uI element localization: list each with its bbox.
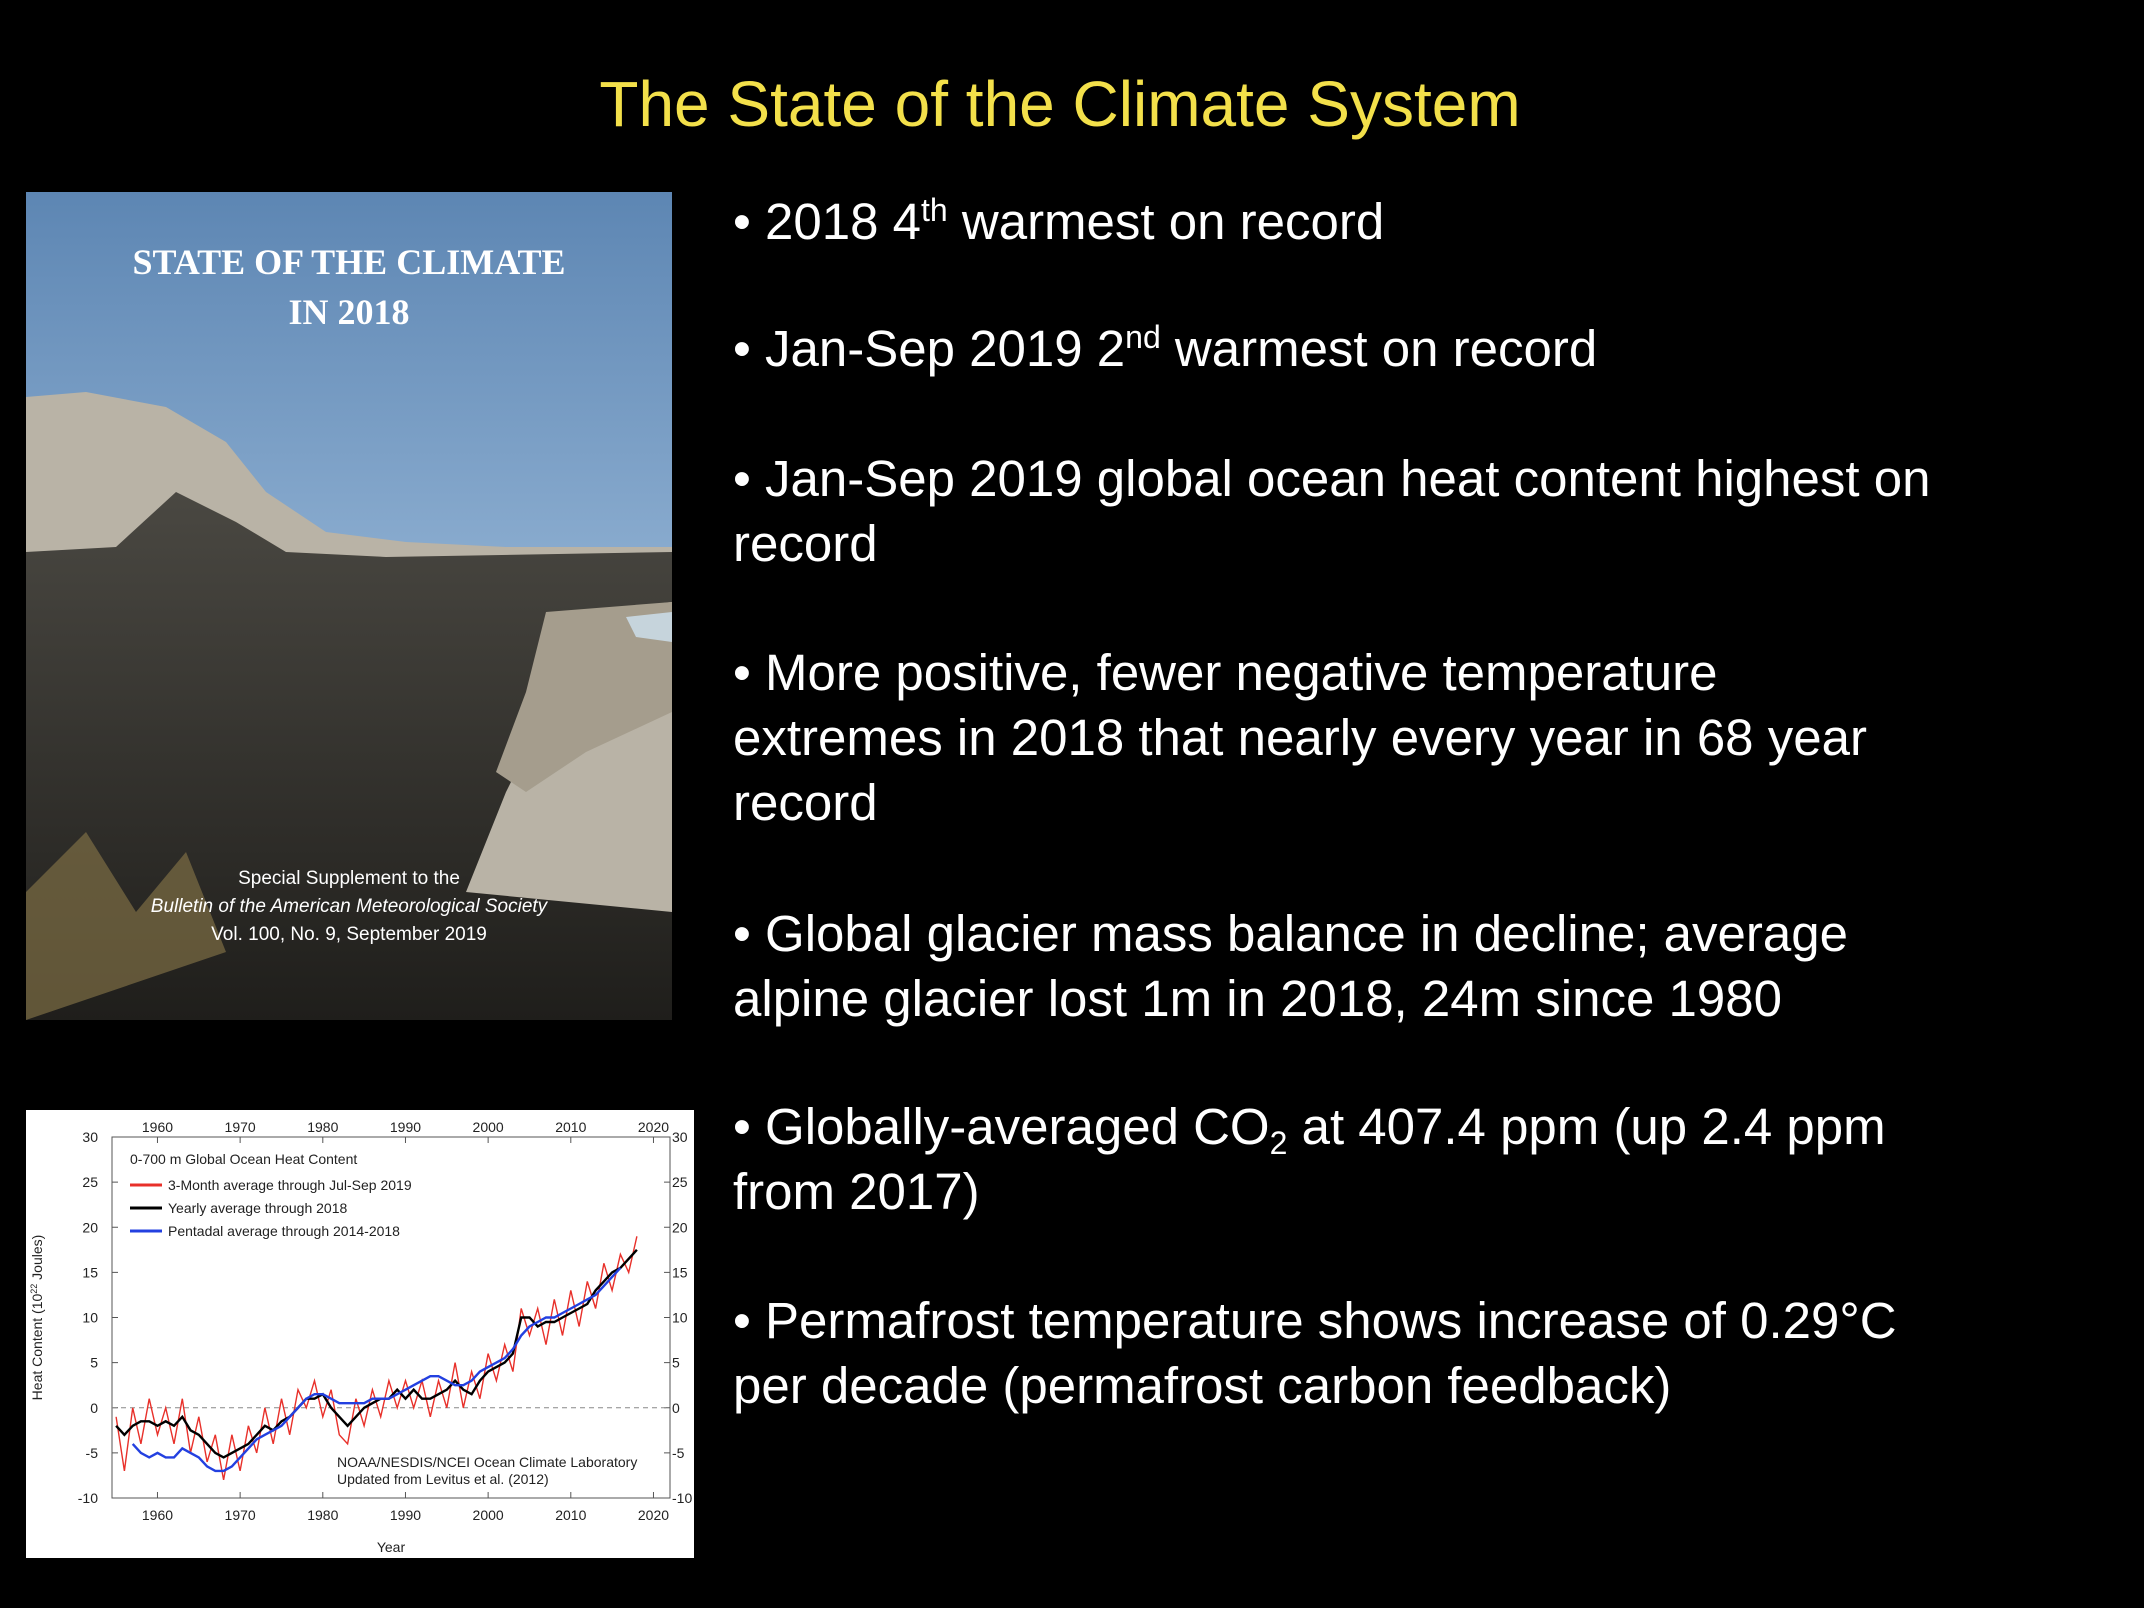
y-tick-label-right: 30 (672, 1129, 688, 1145)
y-tick-label: 30 (82, 1129, 98, 1145)
slide-title: The State of the Climate System (599, 68, 1520, 140)
x-tick-label: 1960 (142, 1507, 173, 1523)
bullet-line: • More positive, fewer negative temperat… (733, 644, 1718, 701)
cover-grass (26, 832, 226, 1020)
cover-footer: Bulletin of the American Meteorological … (151, 896, 549, 917)
x-tick-label: 1980 (307, 1507, 338, 1523)
y-tick-label-right: 15 (672, 1264, 688, 1280)
bullet-line: • Global glacier mass balance in decline… (733, 905, 1848, 962)
y-tick-label-right: -10 (672, 1490, 692, 1506)
bullet-text: warmest on record (1161, 320, 1598, 377)
bullet-text: alpine glacier lost 1m in 2018, 24m sinc… (733, 970, 1782, 1027)
y-tick-label: 15 (82, 1264, 98, 1280)
series-line (115, 1248, 638, 1459)
bullet-text: from 2017) (733, 1163, 980, 1220)
x-tick-label-top: 1980 (307, 1119, 338, 1135)
subscript: 2 (1270, 1125, 1288, 1161)
x-tick-label: 2000 (473, 1507, 504, 1523)
y-label-text: Heat Content (10 (29, 1294, 45, 1401)
cover-water (626, 612, 672, 642)
bullet-line: • Permafrost temperature shows increase … (733, 1292, 1897, 1349)
y-label-sup: 22 (29, 1284, 39, 1294)
x-axis-label: Year (377, 1539, 406, 1555)
bullet-text: • Permafrost temperature shows increase … (733, 1292, 1897, 1349)
cover-heading: IN 2018 (288, 292, 409, 332)
y-tick-label-right: 20 (672, 1219, 688, 1235)
cover-footer: Special Supplement to the (238, 868, 460, 889)
y-tick-label: 0 (90, 1400, 98, 1416)
x-tick-label: 1990 (390, 1507, 421, 1523)
chart-note: Updated from Levitus et al. (2012) (337, 1471, 549, 1487)
y-tick-label: -10 (78, 1490, 98, 1506)
y-tick-label: 20 (82, 1219, 98, 1235)
cover-footer: Vol. 100, No. 9, September 2019 (211, 924, 487, 945)
x-tick-label: 2010 (555, 1507, 586, 1523)
y-tick-label-right: 5 (672, 1355, 680, 1371)
y-label-text: Joules) (29, 1235, 45, 1284)
bullet-line: record (733, 774, 878, 831)
y-tick-label: 5 (90, 1355, 98, 1371)
bullet-line: from 2017) (733, 1163, 980, 1220)
y-tick-label-right: 25 (672, 1174, 688, 1190)
bullet-text: per decade (permafrost carbon feedback) (733, 1357, 1671, 1414)
bullet-text: • Jan-Sep 2019 2 (733, 320, 1125, 377)
x-tick-label: 1970 (225, 1507, 256, 1523)
y-tick-label-right: 10 (672, 1310, 688, 1326)
bullet-line: extremes in 2018 that nearly every year … (733, 709, 1867, 766)
bullet-text: • Global glacier mass balance in decline… (733, 905, 1848, 962)
x-tick-label-top: 2000 (473, 1119, 504, 1135)
superscript: th (921, 192, 948, 228)
chart-title: 0-700 m Global Ocean Heat Content (130, 1151, 357, 1167)
series-line (131, 1267, 622, 1473)
y-tick-label-right: 0 (672, 1400, 680, 1416)
x-tick-label-top: 1960 (142, 1119, 173, 1135)
x-tick-label: 2020 (638, 1507, 669, 1523)
y-tick-label: 10 (82, 1310, 98, 1326)
bullet-line: per decade (permafrost carbon feedback) (733, 1357, 1671, 1414)
x-tick-label-top: 1970 (225, 1119, 256, 1135)
cover-heading: STATE OF THE CLIMATE (132, 242, 565, 282)
legend-label: Pentadal average through 2014-2018 (168, 1223, 400, 1239)
x-tick-label-top: 2010 (555, 1119, 586, 1135)
bullet-text: extremes in 2018 that nearly every year … (733, 709, 1867, 766)
bullet-line: • Jan-Sep 2019 2nd warmest on record (733, 319, 1597, 377)
bullet-line: • Globally-averaged CO2 at 407.4 ppm (up… (733, 1098, 1886, 1161)
x-tick-label-top: 2020 (638, 1119, 669, 1135)
bullet-line: • Jan-Sep 2019 global ocean heat content… (733, 450, 1930, 507)
x-tick-label-top: 1990 (390, 1119, 421, 1135)
bullet-line: alpine glacier lost 1m in 2018, 24m sinc… (733, 970, 1782, 1027)
report-cover: STATE OF THE CLIMATE IN 2018 Special Suppl… (26, 192, 672, 1020)
y-tick-label-right: -5 (672, 1445, 685, 1461)
bullet-text: • Jan-Sep 2019 global ocean heat content… (733, 450, 1930, 507)
y-axis-label: Heat Content (1022 Joules) (29, 1235, 45, 1401)
bullet-text: • 2018 4 (733, 193, 921, 250)
bullet-text: record (733, 515, 878, 572)
y-tick-label: -5 (86, 1445, 99, 1461)
chart-note: NOAA/NESDIS/NCEI Ocean Climate Laborator… (337, 1454, 637, 1470)
superscript: nd (1125, 319, 1161, 355)
bullet-line: • 2018 4th warmest on record (733, 192, 1384, 250)
bullet-text: • More positive, fewer negative temperat… (733, 644, 1718, 701)
bullet-text: • Globally-averaged CO (733, 1098, 1270, 1155)
bullet-text: warmest on record (948, 193, 1385, 250)
legend-label: 3-Month average through Jul-Sep 2019 (168, 1177, 412, 1193)
y-tick-label: 25 (82, 1174, 98, 1190)
bullet-line: record (733, 515, 878, 572)
bullet-text: record (733, 774, 878, 831)
cover-beach (496, 602, 672, 792)
bullet-text: at 407.4 ppm (up 2.4 ppm (1287, 1098, 1885, 1155)
legend-label: Yearly average through 2018 (168, 1200, 348, 1216)
